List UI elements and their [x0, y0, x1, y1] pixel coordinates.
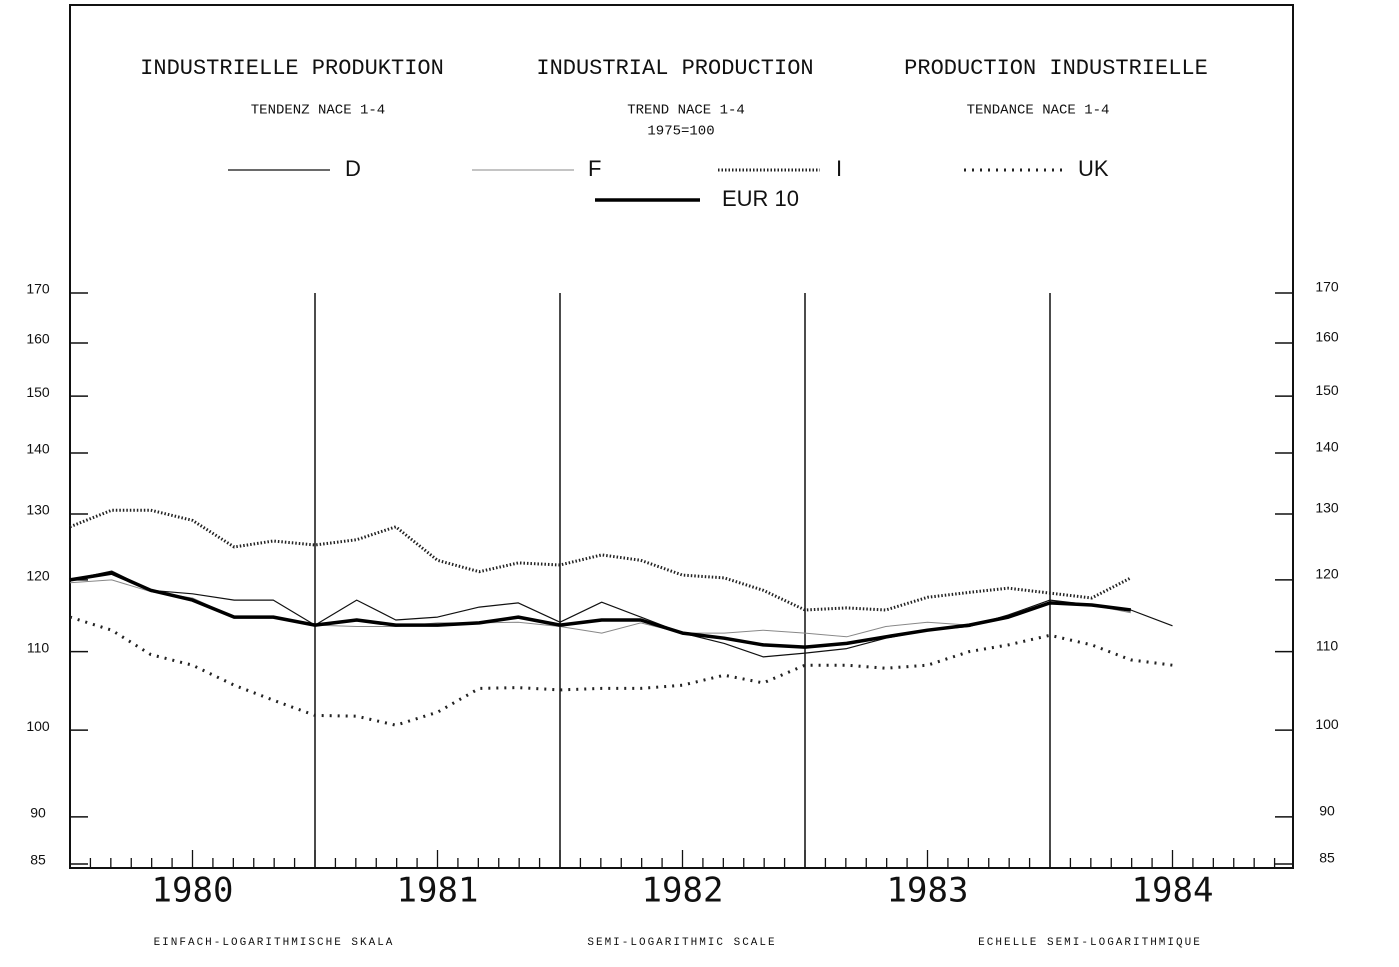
x-tick-label: 1984 — [1132, 871, 1214, 911]
chart-title: INDUSTRIAL PRODUCTION — [536, 56, 813, 81]
series-line — [69, 571, 1132, 649]
legend-label: UK — [1078, 156, 1109, 181]
x-tick-label: 1981 — [397, 871, 479, 911]
subtitle: TREND NACE 1-4 — [627, 103, 745, 119]
subtitle: TENDANCE NACE 1-4 — [967, 103, 1110, 119]
y-tick-label: 90 — [30, 805, 46, 821]
x-tick-label: 1983 — [887, 871, 969, 911]
chart-title: PRODUCTION INDUSTRIELLE — [904, 56, 1208, 81]
y2-tick-label: 160 — [1315, 329, 1339, 345]
frame — [69, 4, 1294, 869]
y-tick-label: 120 — [26, 568, 50, 584]
legend-label: D — [345, 156, 361, 181]
y2-tick-label: 110 — [1316, 637, 1339, 653]
footer: EINFACH-LOGARITHMISCHE SKALA — [154, 937, 395, 949]
y-tick-label: 160 — [26, 331, 50, 347]
y2-tick-label: 140 — [1315, 439, 1339, 455]
legend-label: EUR 10 — [722, 186, 799, 211]
y-tick-label: 100 — [26, 718, 50, 734]
y2-tick-label: 120 — [1315, 566, 1339, 582]
x-tick-label: 1982 — [642, 871, 724, 911]
x-tick-label: 1980 — [152, 871, 234, 911]
y2-tick-label: 130 — [1315, 500, 1339, 516]
series-line — [69, 508, 1132, 612]
legend-label: I — [836, 156, 842, 181]
legend-label: F — [588, 156, 601, 181]
y-tick-label: 150 — [26, 384, 50, 400]
y2-tick-label: 90 — [1319, 803, 1335, 819]
y2-tick-label: 85 — [1319, 850, 1335, 866]
series-line — [69, 570, 1173, 658]
y-tick-label: 170 — [26, 281, 50, 297]
base-note: 1975=100 — [647, 124, 714, 140]
y2-tick-label: 100 — [1315, 716, 1339, 732]
y2-tick-label: 150 — [1315, 382, 1339, 398]
subtitle: TENDENZ NACE 1-4 — [251, 103, 385, 119]
y2-tick-label: 170 — [1315, 279, 1339, 295]
series-line — [69, 579, 1131, 638]
footer: SEMI-LOGARITHMIC SCALE — [587, 937, 776, 949]
y-tick-label: 140 — [26, 441, 50, 457]
y-tick-label: 85 — [30, 852, 46, 868]
chart-title: INDUSTRIELLE PRODUKTION — [140, 56, 444, 81]
y-tick-label: 130 — [26, 502, 50, 518]
series-line — [69, 615, 1173, 727]
y-tick-label: 110 — [27, 639, 50, 655]
footer: ECHELLE SEMI-LOGARITHMIQUE — [978, 937, 1202, 949]
